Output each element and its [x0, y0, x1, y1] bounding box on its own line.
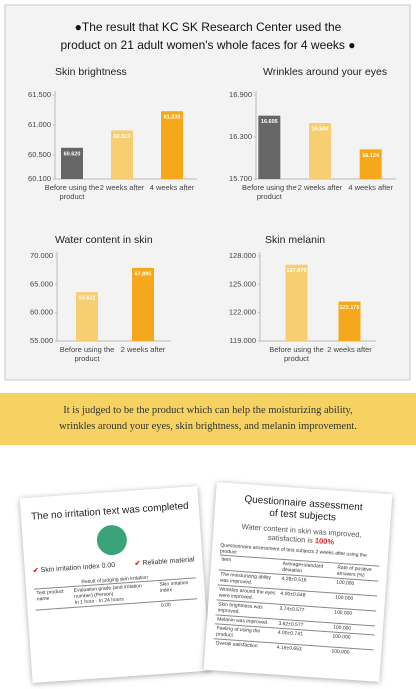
bar [76, 292, 98, 341]
y-tick-label: 60.100 [28, 174, 51, 183]
x-label-box: 4 weeks after [348, 183, 393, 192]
chart-title: Wrinkles around your eyes [263, 66, 387, 78]
y-tick-label: 128.000 [229, 251, 256, 260]
header-title: product on 21 adult women's whole faces … [60, 38, 355, 52]
banner-text: wrinkles around your eyes, skin brightne… [59, 421, 357, 432]
x-tick-label: 2 weeks after [120, 345, 166, 354]
y-tick-label: 61.500 [28, 90, 51, 99]
x-tick-label: Before using the product [269, 345, 324, 363]
value-label: 60.910 [114, 134, 131, 140]
bar [61, 147, 83, 179]
value-label: 16.124 [362, 153, 380, 159]
bar [132, 267, 154, 341]
cell: Test product name [34, 586, 73, 611]
bar [338, 301, 361, 341]
check-text: Reliable material [142, 556, 195, 568]
header-title: ●The result that KC SK Research Center u… [75, 20, 342, 34]
y-tick-label: 122.000 [229, 308, 256, 317]
highlight: 100% [314, 536, 335, 547]
y-tick-label: 125.000 [229, 279, 256, 288]
check: ✔ Skin irritation index 0.00 [32, 561, 116, 575]
charts-panel: ●The result that KC SK Research Center u… [4, 4, 411, 381]
x-label-box: Before using the product [59, 345, 115, 363]
x-label-box: 2 weeks after [120, 345, 166, 354]
value-label: 16.605 [261, 119, 278, 125]
x-tick-label: Before using the product [242, 183, 297, 201]
y-tick-label: 60.000 [30, 308, 53, 317]
x-label-box: 2 weeks after [327, 345, 372, 354]
x-tick-label: 2 weeks after [327, 345, 372, 354]
chart-title: Skin brightness [55, 66, 127, 78]
banner-text: It is judged to be the product which can… [63, 405, 353, 416]
table: Item Average±standard deviation Rate of po… [213, 554, 380, 659]
x-label-box: 4 weeks after [149, 183, 195, 192]
bar [111, 130, 133, 179]
cell: 100.000 [329, 646, 374, 659]
chart-title: Water content in skin [55, 234, 153, 246]
value-label: 67.895 [135, 271, 152, 277]
y-tick-label: 70.000 [30, 251, 53, 260]
bar [359, 149, 382, 179]
check-text: Skin irritation index 0.00 [40, 561, 116, 575]
y-tick-label: 55.000 [30, 336, 53, 345]
document: Questionnaire assessment of test subjects… [203, 482, 393, 682]
y-tick-label: 16.900 [229, 90, 252, 99]
x-tick-label: Before using the product [59, 345, 115, 363]
value-label: 123.175 [340, 305, 360, 311]
bar [258, 115, 281, 179]
x-label-box: 2 weeks after [297, 183, 343, 192]
value-label: 63.622 [79, 296, 96, 302]
x-tick-label: 2 weeks after [99, 183, 145, 192]
cell: Skin irritation index [157, 577, 198, 602]
y-tick-label: 61.000 [28, 120, 51, 129]
value-label: 16.500 [312, 126, 329, 132]
x-label-box: Before using the product [242, 183, 297, 201]
value-label: 127.079 [287, 268, 307, 274]
value-label: 60.620 [64, 151, 81, 157]
cell-text: In 24 hours [98, 596, 124, 605]
doc-title: The no irritation text was completed [30, 500, 190, 523]
bar [285, 264, 308, 341]
y-tick-label: 16.300 [229, 132, 252, 141]
y-tick-label: 15.700 [229, 174, 252, 183]
cell-text: In 1 hour [74, 598, 95, 606]
y-tick-label: 65.000 [30, 279, 53, 288]
y-tick-label: 60.500 [28, 150, 51, 159]
document: The no irritation text was completed ✔ S… [19, 486, 211, 683]
x-label-box: Before using the product [44, 183, 100, 201]
icon [95, 524, 128, 557]
banner: It is judged to be the product which can… [0, 393, 416, 445]
chart-title: Skin melanin [265, 234, 325, 246]
x-tick-label: 2 weeks after [297, 183, 343, 192]
y-tick-label: 119.000 [229, 336, 256, 345]
x-label-box: 2 weeks after [99, 183, 145, 192]
x-tick-label: 4 weeks after [348, 183, 393, 192]
x-label-box: Before using the product [269, 345, 324, 363]
check: ✔ Reliable material [134, 556, 195, 568]
x-tick-label: 4 weeks after [149, 183, 195, 192]
x-tick-label: Before using the product [44, 183, 100, 201]
value-label: 61.230 [164, 115, 181, 121]
bar [309, 123, 331, 179]
bar [161, 111, 183, 179]
cell: 0.00 [158, 598, 198, 610]
